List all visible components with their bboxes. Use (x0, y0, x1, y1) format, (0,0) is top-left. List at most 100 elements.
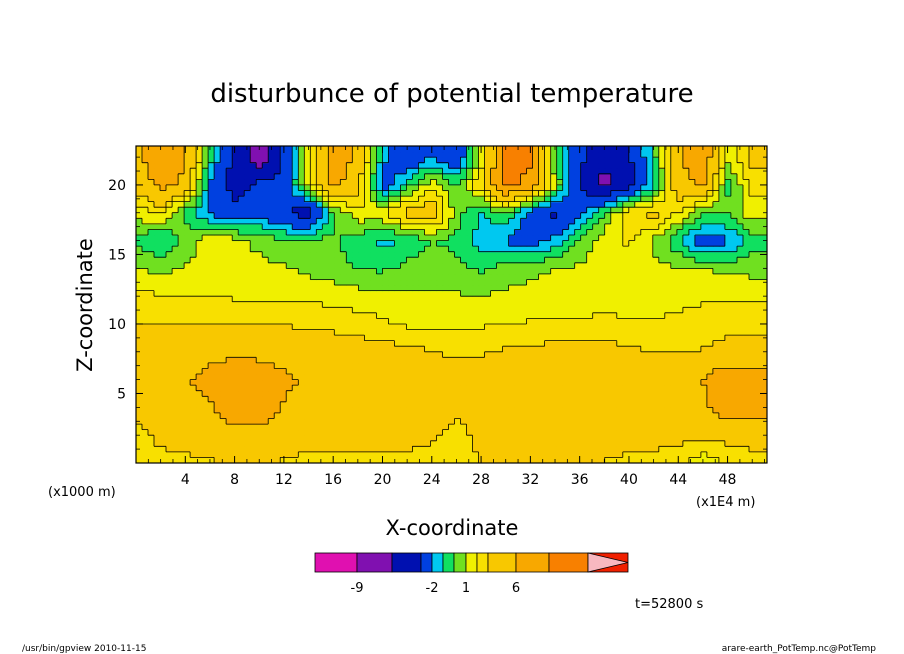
heatmap-cell (694, 268, 702, 275)
heatmap-cell (310, 379, 317, 386)
heatmap-cell (238, 429, 245, 436)
heatmap-cell (574, 251, 582, 258)
heatmap-cell (196, 401, 203, 408)
heatmap-cell (358, 368, 365, 375)
heatmap-cell (364, 296, 371, 303)
heatmap-cell (388, 429, 396, 436)
heatmap-cell (166, 246, 173, 253)
heatmap-cell (256, 424, 263, 431)
heatmap-cell (664, 251, 672, 258)
heatmap-cell (706, 407, 714, 414)
heatmap-cell (736, 229, 744, 236)
heatmap-cell (736, 424, 744, 431)
heatmap-cell (256, 385, 263, 392)
heatmap-cell (574, 279, 582, 286)
heatmap-cell (676, 351, 684, 358)
heatmap-cell (682, 212, 690, 219)
heatmap-cell (484, 351, 492, 358)
heatmap-cell (724, 296, 732, 303)
heatmap-cell (454, 273, 462, 281)
heatmap-cell (616, 446, 624, 453)
heatmap-cell (610, 240, 618, 247)
heatmap-cell (610, 418, 618, 425)
heatmap-cell (736, 323, 744, 331)
heatmap-cell (418, 223, 426, 231)
heatmap-cell (634, 407, 642, 414)
heatmap-cell (628, 268, 636, 275)
heatmap-cell (190, 212, 197, 219)
heatmap-cell (712, 273, 720, 281)
heatmap-cell (220, 240, 227, 247)
heatmap-cell (442, 407, 450, 414)
heatmap-cell (574, 396, 582, 403)
heatmap-cell (712, 446, 720, 453)
heatmap-cell (562, 323, 570, 331)
heatmap-cell (238, 201, 245, 208)
heatmap-cell (172, 296, 179, 303)
heatmap-cell (634, 273, 642, 281)
heatmap-cell (604, 451, 612, 459)
heatmap-cell (490, 351, 498, 358)
heatmap-cell (148, 368, 155, 375)
heatmap-cell (748, 412, 756, 420)
heatmap-cell (556, 385, 564, 392)
heatmap-cell (556, 246, 564, 253)
heatmap-cell (562, 296, 570, 303)
heatmap-cell (214, 362, 221, 370)
heatmap-cell (334, 318, 341, 325)
heatmap-cell (652, 279, 660, 286)
heatmap-cell (286, 262, 293, 269)
heatmap-cell (736, 401, 744, 408)
heatmap-cell (670, 429, 678, 436)
heatmap-cell (670, 446, 678, 453)
heatmap-cell (268, 412, 275, 420)
heatmap-cell (406, 396, 414, 403)
heatmap-cell (190, 229, 197, 236)
heatmap-cell (604, 301, 612, 308)
heatmap-cell (388, 318, 396, 325)
heatmap-cell (706, 357, 714, 364)
heatmap-cell (454, 412, 462, 420)
heatmap-cell (670, 396, 678, 403)
heatmap-cell (262, 340, 269, 347)
heatmap-cell (460, 340, 468, 347)
heatmap-cell (676, 240, 684, 247)
heatmap-cell (268, 429, 275, 436)
heatmap-cell (754, 257, 762, 264)
heatmap-cell (736, 268, 744, 275)
heatmap-cell (736, 346, 744, 353)
heatmap-cell (340, 212, 347, 219)
heatmap-cell (736, 223, 744, 231)
heatmap-cell (280, 440, 287, 447)
heatmap-cell (202, 318, 209, 325)
heatmap-cell (628, 290, 636, 297)
heatmap-cell (622, 396, 630, 403)
heatmap-cell (484, 379, 492, 386)
heatmap-cell (634, 240, 642, 247)
heatmap-cell (304, 285, 311, 292)
heatmap-cell (508, 207, 516, 214)
heatmap-cell (430, 257, 438, 264)
heatmap-cell (274, 312, 281, 319)
heatmap-cell (238, 301, 245, 308)
heatmap-cell (550, 401, 558, 408)
heatmap-cell (586, 340, 594, 347)
heatmap-cell (298, 290, 305, 297)
heatmap-cell (676, 273, 684, 281)
heatmap-cell (142, 446, 149, 453)
heatmap-cell (286, 396, 293, 403)
heatmap-cell (328, 246, 335, 253)
heatmap-cell (346, 374, 353, 381)
heatmap-cell (370, 357, 377, 364)
heatmap-cell (550, 351, 558, 358)
heatmap-cell (442, 285, 450, 292)
heatmap-cell (286, 212, 293, 219)
heatmap-cell (526, 207, 534, 214)
heatmap-cell (304, 457, 311, 463)
heatmap-cell (196, 218, 203, 225)
heatmap-cell (454, 312, 462, 319)
heatmap-cell (472, 457, 480, 463)
heatmap-cell (184, 240, 191, 247)
heatmap-cell (736, 379, 744, 386)
heatmap-cell (688, 346, 696, 353)
